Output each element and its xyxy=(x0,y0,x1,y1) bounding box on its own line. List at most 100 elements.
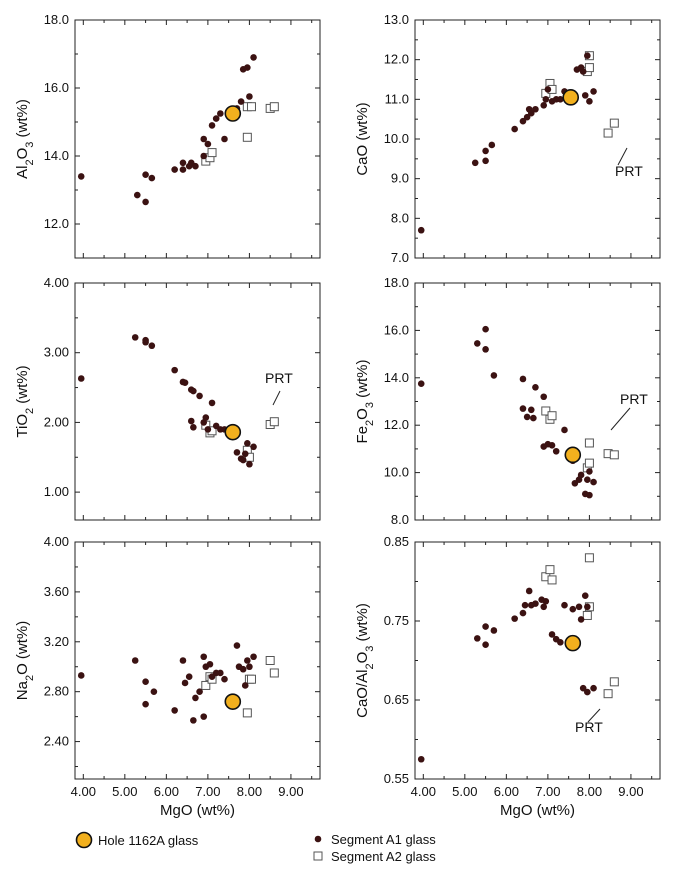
annotation-leader xyxy=(610,407,631,431)
point-segment-a1 xyxy=(77,375,85,382)
y-tick-label: 2.80 xyxy=(44,684,69,699)
point-hole-1162a xyxy=(562,89,580,106)
point-segment-a1 xyxy=(581,592,589,600)
point-segment-a1 xyxy=(250,443,257,451)
plot-frame xyxy=(414,19,661,259)
point-segment-a1 xyxy=(237,98,245,105)
point-segment-a1 xyxy=(204,426,212,433)
panel-cao: 7.0 8.0 9.0 10.0 11.0 12.0 13.0 CaO (wt%) PRT xyxy=(354,12,661,265)
x-tick-label: 8.00 xyxy=(577,784,602,799)
point-segment-a1 xyxy=(233,449,241,456)
point-segment-a2 xyxy=(269,102,279,112)
point-segment-a1 xyxy=(148,342,156,350)
point-segment-a1 xyxy=(511,615,518,622)
point-segment-a1 xyxy=(532,105,539,113)
point-segment-a1 xyxy=(548,631,556,638)
panel-cao_al2o3: 0.55 0.65 0.75 0.85 4.00 5.00 6.00 7.00 8.00 9.00… xyxy=(354,534,661,819)
point-segment-a2 xyxy=(609,677,619,687)
point-segment-a1 xyxy=(540,603,548,611)
point-segment-a2 xyxy=(269,417,279,427)
panel-al2o3: 12.0 14.0 16.0 18.0 Al2O3 (wt%) xyxy=(14,12,321,259)
point-segment-a2 xyxy=(584,438,594,448)
point-segment-a1 xyxy=(171,707,178,714)
point-segment-a1 xyxy=(244,64,251,71)
point-hole-1162a xyxy=(224,693,242,710)
y-tick-label: 14.0 xyxy=(384,370,409,385)
point-segment-a1 xyxy=(490,372,498,379)
point-segment-a2 xyxy=(603,689,613,699)
point-segment-a1 xyxy=(208,399,216,407)
y-tick-label: 8.0 xyxy=(391,512,409,527)
panel-tio2: 1.00 2.00 3.00 4.00 TiO2 (wt%) PRT xyxy=(14,275,321,521)
point-segment-a1 xyxy=(590,88,597,95)
point-segment-a1 xyxy=(150,688,158,695)
y-tick-label: 12.0 xyxy=(44,216,69,231)
point-segment-a1 xyxy=(250,54,257,61)
point-segment-a1 xyxy=(590,478,597,486)
point-segment-a1 xyxy=(142,678,149,686)
plot-frame xyxy=(414,541,661,780)
point-segment-a1 xyxy=(204,140,212,148)
y-axis-label: CaO (wt%) xyxy=(354,102,371,175)
point-segment-a1 xyxy=(217,110,224,117)
point-segment-a2 xyxy=(584,63,594,73)
panel-fe2o3: 8.0 10.0 12.0 14.0 16.0 18.0 Fe2O3 (wt%) PRT xyxy=(354,275,661,527)
y-tick-label: 11.0 xyxy=(385,91,409,106)
x-tick-label: 7.00 xyxy=(535,784,560,799)
annotation-leader xyxy=(617,147,628,166)
y-tick-label: 4.00 xyxy=(44,275,69,290)
point-segment-a2 xyxy=(547,575,557,585)
point-segment-a1 xyxy=(190,387,197,395)
y-tick-label: 12.0 xyxy=(384,417,409,432)
point-segment-a1 xyxy=(148,174,156,182)
point-segment-a1 xyxy=(482,325,489,333)
point-segment-a1 xyxy=(179,166,187,173)
point-segment-a2 xyxy=(584,458,594,468)
point-segment-a1 xyxy=(417,755,425,763)
point-segment-a1 xyxy=(527,109,535,117)
point-segment-a1 xyxy=(581,92,589,99)
point-segment-a1 xyxy=(217,669,224,677)
point-segment-a1 xyxy=(544,86,552,93)
point-segment-a1 xyxy=(239,456,247,464)
legend-a1-marker xyxy=(314,835,322,843)
point-segment-a1 xyxy=(171,166,178,173)
point-segment-a1 xyxy=(190,717,197,724)
y-tick-label: 14.0 xyxy=(44,148,69,163)
point-segment-a1 xyxy=(179,657,187,664)
point-segment-a1 xyxy=(77,672,85,679)
point-segment-a1 xyxy=(586,98,593,105)
point-segment-a1 xyxy=(181,679,189,687)
panel-na2o: 2.40 2.80 3.20 3.60 4.00 4.00 5.00 6.00 7.00 8.00… xyxy=(14,534,321,819)
point-segment-a1 xyxy=(241,682,249,689)
y-tick-label: 1.00 xyxy=(44,484,69,499)
annotation-prt: PRT xyxy=(615,163,643,179)
point-segment-a1 xyxy=(527,406,535,414)
point-segment-a1 xyxy=(575,603,583,611)
point-segment-a1 xyxy=(192,694,199,702)
point-segment-a1 xyxy=(131,334,139,341)
annotation-prt: PRT xyxy=(620,391,648,407)
point-segment-a1 xyxy=(569,605,577,613)
point-segment-a1 xyxy=(244,440,251,447)
point-segment-a1 xyxy=(473,635,481,642)
y-axis-label: Al2O3 (wt%) xyxy=(14,99,36,179)
point-segment-a2 xyxy=(609,450,619,460)
point-segment-a2 xyxy=(207,148,217,158)
y-tick-label: 10.0 xyxy=(384,465,409,480)
point-segment-a1 xyxy=(212,115,220,122)
point-segment-a1 xyxy=(473,340,481,347)
point-segment-a1 xyxy=(577,471,585,479)
plot-frame xyxy=(74,541,321,780)
point-segment-a1 xyxy=(482,157,489,165)
annotation-leader xyxy=(587,708,601,723)
point-segment-a1 xyxy=(142,198,149,206)
y-tick-label: 4.00 xyxy=(44,534,69,549)
point-segment-a1 xyxy=(185,673,193,681)
legend-a1-label: Segment A1 glass xyxy=(331,832,436,847)
point-segment-a1 xyxy=(523,113,531,121)
point-segment-a1 xyxy=(171,366,178,374)
y-tick-label: 0.75 xyxy=(384,613,409,628)
y-tick-label: 0.65 xyxy=(384,692,409,707)
point-segment-a2 xyxy=(201,680,211,690)
